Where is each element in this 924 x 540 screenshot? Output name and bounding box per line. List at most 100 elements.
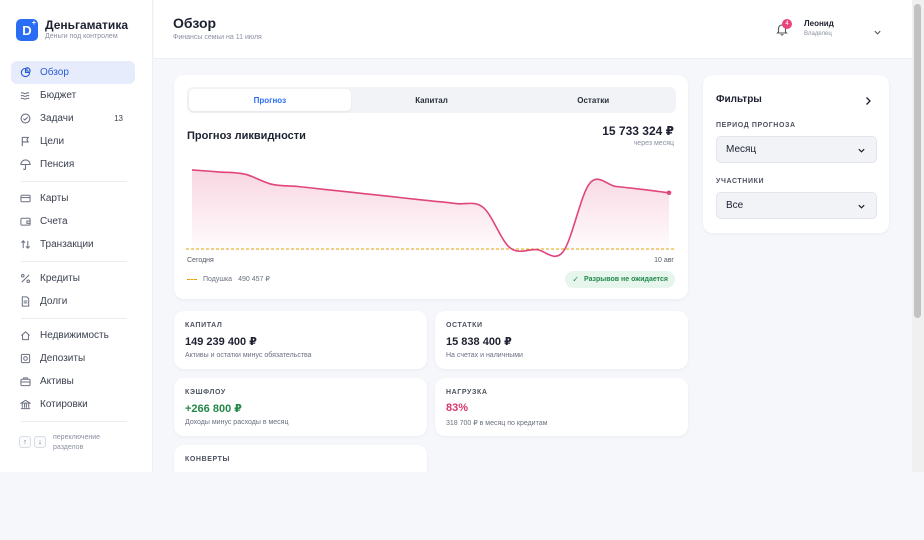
- cushion-label: Подушка: [203, 275, 233, 283]
- sidebar-nav: Обзор Бюджет Задачи 13 Цели Пенсия: [11, 61, 135, 427]
- user-role: Владелец: [804, 31, 832, 37]
- bank-icon: [20, 399, 31, 410]
- flag-icon: [20, 136, 31, 147]
- sidebar-item-label: Котировки: [40, 399, 88, 410]
- waves-icon: [20, 90, 31, 101]
- filters-title: Фильтры: [716, 94, 762, 105]
- sidebar-item-credits[interactable]: Кредиты: [11, 267, 135, 290]
- briefcase-icon: [20, 376, 31, 387]
- home-icon: [20, 330, 31, 341]
- cashflow-card[interactable]: КЭШФЛОУ +266 800 ₽ Доходы минус расходы …: [174, 378, 427, 436]
- sidebar-item-overview[interactable]: Обзор: [11, 61, 135, 84]
- sidebar-item-label: Обзор: [40, 67, 69, 78]
- sidebar-item-label: Карты: [40, 193, 69, 204]
- section-switch-hint: ↑ ↓ переключение разделов: [19, 433, 115, 453]
- cashflow-value: +266 800 ₽: [185, 403, 242, 415]
- safe-icon: [20, 353, 31, 364]
- brand[interactable]: D + Деньгаматика Деньги под контролем: [16, 17, 128, 43]
- key-down-hint: ↓: [34, 436, 46, 448]
- sidebar-item-deposits[interactable]: Депозиты: [11, 347, 135, 370]
- cashflow-caption: Доходы минус расходы в месяц: [185, 419, 289, 426]
- cashflow-label: КЭШФЛОУ: [185, 389, 226, 396]
- forecast-value-caption: через месяц: [633, 140, 674, 147]
- balances-value: 15 838 400 ₽: [446, 336, 512, 348]
- forecast-card: Прогноз Капитал Остатки Прогноз ликвидно…: [174, 75, 688, 299]
- document-icon: [20, 296, 31, 307]
- sidebar-item-accounts[interactable]: Счета: [11, 210, 135, 233]
- chevron-right-icon[interactable]: [863, 93, 873, 105]
- period-label: ПЕРИОД ПРОГНОЗА: [716, 122, 796, 129]
- tab-forecast[interactable]: Прогноз: [189, 89, 351, 111]
- sidebar-item-label: Цели: [40, 136, 65, 147]
- participants-select-value: Все: [726, 200, 744, 211]
- sidebar-item-label: Задачи: [40, 113, 74, 124]
- cushion-value: 490 457 ₽: [238, 276, 270, 283]
- status-badge: ✓ Разрывов не ожидается: [565, 271, 675, 288]
- forecast-value: 15 733 324 ₽: [602, 124, 674, 138]
- capital-value: 149 239 400 ₽: [185, 336, 257, 348]
- top-header: Обзор Финансы семьи на 11 июля 4 Леонид …: [154, 0, 912, 59]
- balances-label: ОСТАТКИ: [446, 322, 483, 329]
- sidebar-item-label: Недвижимость: [40, 330, 109, 341]
- sidebar-item-goals[interactable]: Цели: [11, 130, 135, 153]
- balances-caption: На счетах и наличными: [446, 352, 523, 359]
- capital-card[interactable]: КАПИТАЛ 149 239 400 ₽ Активы и остатки м…: [174, 311, 427, 369]
- percent-icon: [20, 273, 31, 284]
- chevron-down-icon: [857, 202, 866, 211]
- brand-tagline: Деньги под контролем: [45, 33, 118, 40]
- wallet-icon: [20, 216, 31, 227]
- sidebar-item-label: Активы: [40, 376, 74, 387]
- credit-card-icon: [20, 193, 31, 204]
- cushion-legend: Подушка 490 457 ₽: [187, 275, 270, 283]
- filters-panel: Фильтры ПЕРИОД ПРОГНОЗА Месяц УЧАСТНИКИ …: [703, 75, 889, 233]
- sidebar-item-transactions[interactable]: Транзакции: [11, 233, 135, 256]
- chevron-down-icon[interactable]: [873, 24, 882, 35]
- participants-label: УЧАСТНИКИ: [716, 178, 765, 185]
- sidebar-divider: [21, 421, 127, 422]
- status-text: Разрывов не ожидается: [584, 276, 668, 283]
- sidebar-item-label: Счета: [40, 216, 68, 227]
- umbrella-icon: [20, 159, 31, 170]
- page-title: Обзор: [173, 15, 217, 31]
- sidebar-divider: [21, 261, 127, 262]
- envelopes-card[interactable]: КОНВЕРТЫ: [174, 445, 427, 472]
- participants-select[interactable]: Все: [716, 192, 877, 219]
- sidebar-item-cards[interactable]: Карты: [11, 187, 135, 210]
- period-select-value: Месяц: [726, 144, 757, 155]
- sidebar-item-debts[interactable]: Долги: [11, 290, 135, 313]
- app-window: D + Деньгаматика Деньги под контролем Обз…: [0, 0, 924, 472]
- check-circle-icon: [20, 113, 31, 124]
- sidebar-item-quotes[interactable]: Котировки: [11, 393, 135, 416]
- load-label: НАГРУЗКА: [446, 389, 488, 396]
- tab-balances[interactable]: Остатки: [577, 95, 610, 105]
- forecast-end-point[interactable]: [666, 190, 672, 196]
- scrollbar-thumb[interactable]: [914, 4, 921, 318]
- load-card[interactable]: НАГРУЗКА 83% 318 700 ₽ в месяц по кредит…: [435, 378, 688, 436]
- pie-chart-icon: [20, 67, 31, 78]
- sidebar-item-budget[interactable]: Бюджет: [11, 84, 135, 107]
- envelopes-label: КОНВЕРТЫ: [185, 456, 231, 463]
- tab-capital[interactable]: Капитал: [415, 95, 448, 105]
- sidebar-item-pension[interactable]: Пенсия: [11, 153, 135, 176]
- sidebar-item-label: Пенсия: [40, 159, 75, 170]
- sidebar-item-tasks[interactable]: Задачи 13: [11, 107, 135, 130]
- sidebar-item-real-estate[interactable]: Недвижимость: [11, 324, 135, 347]
- period-select[interactable]: Месяц: [716, 136, 877, 163]
- sidebar: D + Деньгаматика Деньги под контролем Обз…: [0, 0, 153, 472]
- balances-card[interactable]: ОСТАТКИ 15 838 400 ₽ На счетах и наличны…: [435, 311, 688, 369]
- x-tick-end: 10 авг: [654, 257, 674, 264]
- sidebar-divider: [21, 181, 127, 182]
- check-icon: ✓: [572, 275, 579, 284]
- key-up-hint: ↑: [19, 436, 31, 448]
- sidebar-item-assets[interactable]: Активы: [11, 370, 135, 393]
- capital-caption: Активы и остатки минус обязательства: [185, 352, 312, 359]
- user-name[interactable]: Леонид: [804, 19, 834, 28]
- page-subtitle: Финансы семьи на 11 июля: [173, 34, 262, 41]
- load-value: 83%: [446, 402, 469, 414]
- tasks-count-badge: 13: [114, 114, 123, 123]
- brand-logo: D +: [16, 19, 38, 41]
- sidebar-item-label: Депозиты: [40, 353, 86, 364]
- cushion-legend-swatch: [187, 278, 197, 280]
- sidebar-item-label: Кредиты: [40, 273, 80, 284]
- sidebar-item-label: Бюджет: [40, 90, 77, 101]
